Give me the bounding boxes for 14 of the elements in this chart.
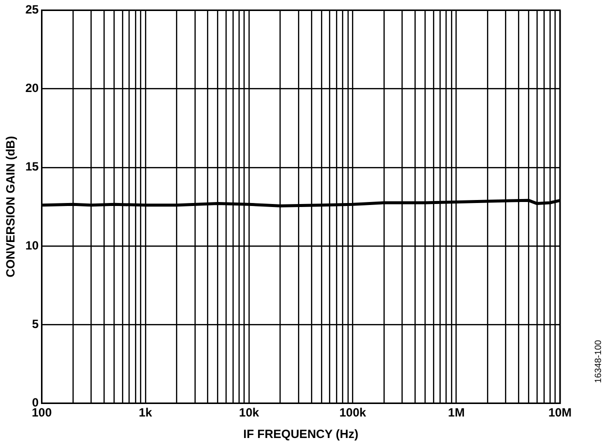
x-tick-label: 100k <box>339 406 366 420</box>
x-axis-title: IF FREQUENCY (Hz) <box>243 427 358 442</box>
y-tick-label: 20 <box>25 81 40 96</box>
x-tick-label: 1k <box>138 406 152 420</box>
x-tick-label: 10M <box>548 406 572 420</box>
y-tick-label: 10 <box>25 238 40 252</box>
y-axis-title: CONVERSION GAIN (dB) <box>4 136 18 278</box>
y-tick-label: 15 <box>25 160 40 174</box>
x-tick-label: 10k <box>239 406 260 420</box>
x-tick-label: 100 <box>32 406 52 420</box>
text: 16348-100 <box>593 340 603 384</box>
y-tick-label: 25 <box>25 2 40 17</box>
y-tick-label: 5 <box>32 316 40 331</box>
x-tick-label: 1M <box>448 406 465 420</box>
